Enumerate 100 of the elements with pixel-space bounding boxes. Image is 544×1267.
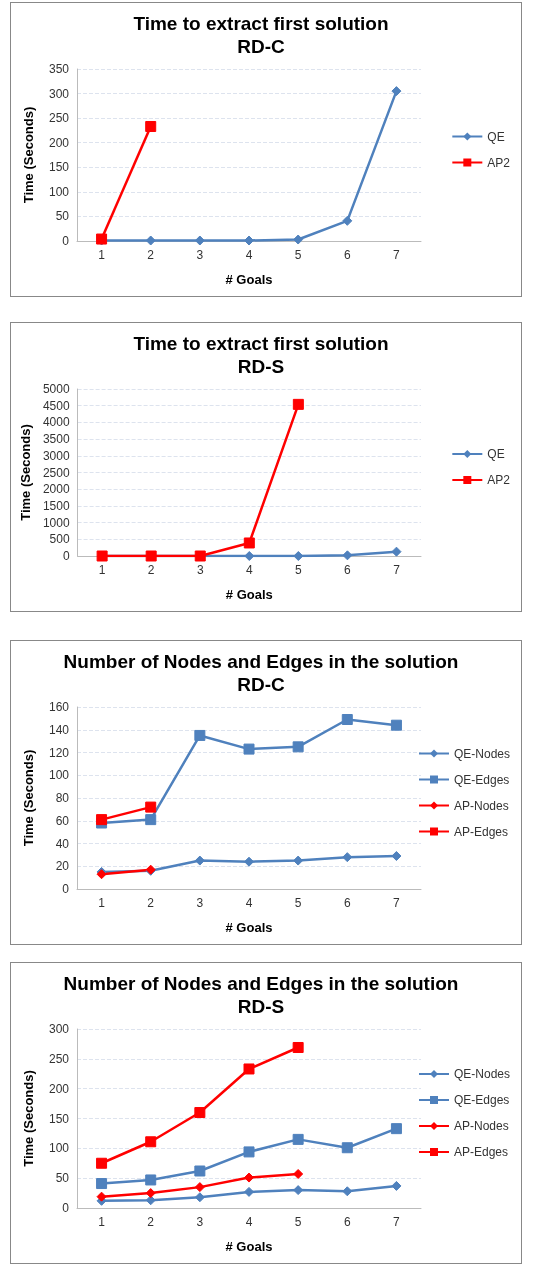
point	[293, 234, 304, 245]
y-tick-label: 100	[48, 1141, 70, 1156]
legend-label: AP2	[487, 473, 511, 487]
x-tick-label: 3	[196, 1215, 204, 1229]
chart-subtitle: RD-C	[237, 36, 286, 57]
y-tick-label: 5000	[42, 382, 70, 396]
point	[96, 1157, 108, 1169]
point	[342, 215, 353, 226]
y-tick-label: 300	[48, 86, 70, 101]
point	[342, 1186, 353, 1197]
x-axis-title: # Goals	[225, 1239, 273, 1254]
point	[145, 1195, 156, 1206]
x-tick-label: 3	[196, 896, 204, 910]
point	[145, 814, 157, 826]
y-tick-label: 150	[48, 160, 70, 175]
x-tick-label: 2	[147, 248, 155, 262]
y-tick-label: 50	[55, 1171, 70, 1186]
point	[194, 1165, 206, 1177]
point	[96, 1191, 107, 1202]
y-tick-label: 3000	[42, 448, 70, 463]
y-tick-label: 300	[48, 1022, 70, 1036]
y-axis-title: Time (Seconds)	[21, 1070, 36, 1167]
x-tick-label: 6	[343, 248, 351, 262]
legend-label: QE-Edges	[453, 772, 510, 787]
x-tick-label: 5	[294, 896, 302, 910]
point	[293, 1168, 304, 1179]
point	[194, 1192, 205, 1203]
chart-title: Number of Nodes and Edges in the solution	[63, 651, 459, 672]
point	[243, 1146, 255, 1158]
x-tick-label: 4	[245, 1215, 253, 1229]
x-tick-label: 6	[343, 896, 351, 910]
point	[145, 1136, 157, 1148]
y-tick-label: 60	[55, 813, 70, 828]
legend-label: QE-Nodes	[453, 1067, 511, 1081]
y-tick-label: 150	[48, 1111, 70, 1126]
point	[145, 1188, 156, 1199]
point	[243, 743, 255, 755]
x-tick-label: 7	[393, 896, 401, 910]
x-tick-label: 1	[98, 1215, 106, 1229]
point	[390, 1123, 402, 1135]
point	[145, 235, 156, 246]
x-tick-label: 6	[343, 1215, 351, 1229]
point	[194, 729, 206, 741]
x-tick-label: 2	[147, 896, 155, 910]
point	[391, 86, 402, 97]
x-tick-label: 3	[196, 248, 204, 262]
y-tick-label: 100	[48, 768, 70, 783]
legend-label: AP-Edges	[453, 1145, 509, 1159]
x-tick-label: 7	[393, 563, 401, 577]
y-axis-title: Time (Seconds)	[18, 424, 33, 521]
legend-label: QE-Edges	[453, 1093, 510, 1107]
y-tick-label: 2500	[42, 465, 70, 480]
y-tick-label: 0	[62, 234, 70, 248]
y-tick-label: 250	[48, 111, 70, 126]
x-tick-label: 2	[147, 1215, 155, 1229]
chart-title: Time to extract first solution	[133, 333, 389, 354]
chart-subtitle: RD-S	[237, 996, 285, 1017]
x-tick-label: 1	[98, 563, 106, 577]
y-tick-label: 40	[55, 836, 70, 851]
y-tick-label: 80	[55, 791, 70, 805]
point	[342, 550, 353, 561]
x-tick-label: 6	[344, 563, 352, 577]
x-tick-label: 1	[98, 248, 106, 262]
x-tick-label: 5	[295, 563, 303, 577]
y-tick-label: 0	[62, 1201, 70, 1215]
legend-label: QE	[487, 447, 505, 461]
y-tick-label: 140	[48, 722, 70, 737]
chart-title: Number of Nodes and Edges in the solution	[63, 973, 459, 994]
point	[244, 1172, 254, 1183]
legend-label: AP-Nodes	[453, 1119, 509, 1133]
x-tick-label: 4	[245, 896, 253, 910]
chart-subtitle: RD-C	[237, 674, 286, 695]
y-tick-label: 120	[48, 745, 70, 760]
y-tick-label: 50	[55, 209, 70, 224]
point	[194, 1182, 205, 1193]
point	[243, 1063, 255, 1075]
point	[145, 121, 157, 132]
y-tick-label: 3500	[42, 432, 70, 447]
point	[244, 1186, 254, 1197]
y-tick-label: 500	[49, 532, 70, 547]
point	[244, 235, 254, 246]
y-axis-title: Time (Seconds)	[21, 749, 36, 847]
y-tick-label: 0	[62, 549, 70, 563]
point	[292, 741, 304, 753]
legend-label: AP-Edges	[453, 824, 509, 839]
point	[194, 855, 205, 866]
point	[194, 1107, 206, 1119]
point	[96, 1178, 108, 1190]
chart-subtitle: RD-S	[237, 356, 285, 377]
y-tick-label: 20	[55, 859, 70, 874]
x-tick-label: 4	[245, 563, 253, 577]
y-axis-title: Time (Seconds)	[21, 106, 36, 204]
point	[391, 546, 402, 557]
point	[145, 1174, 157, 1186]
y-tick-label: 160	[48, 700, 70, 714]
point	[194, 235, 205, 246]
point	[244, 856, 254, 867]
y-tick-label: 350	[48, 62, 70, 76]
y-tick-label: 4000	[42, 415, 70, 430]
legend-label: AP-Nodes	[453, 798, 509, 813]
